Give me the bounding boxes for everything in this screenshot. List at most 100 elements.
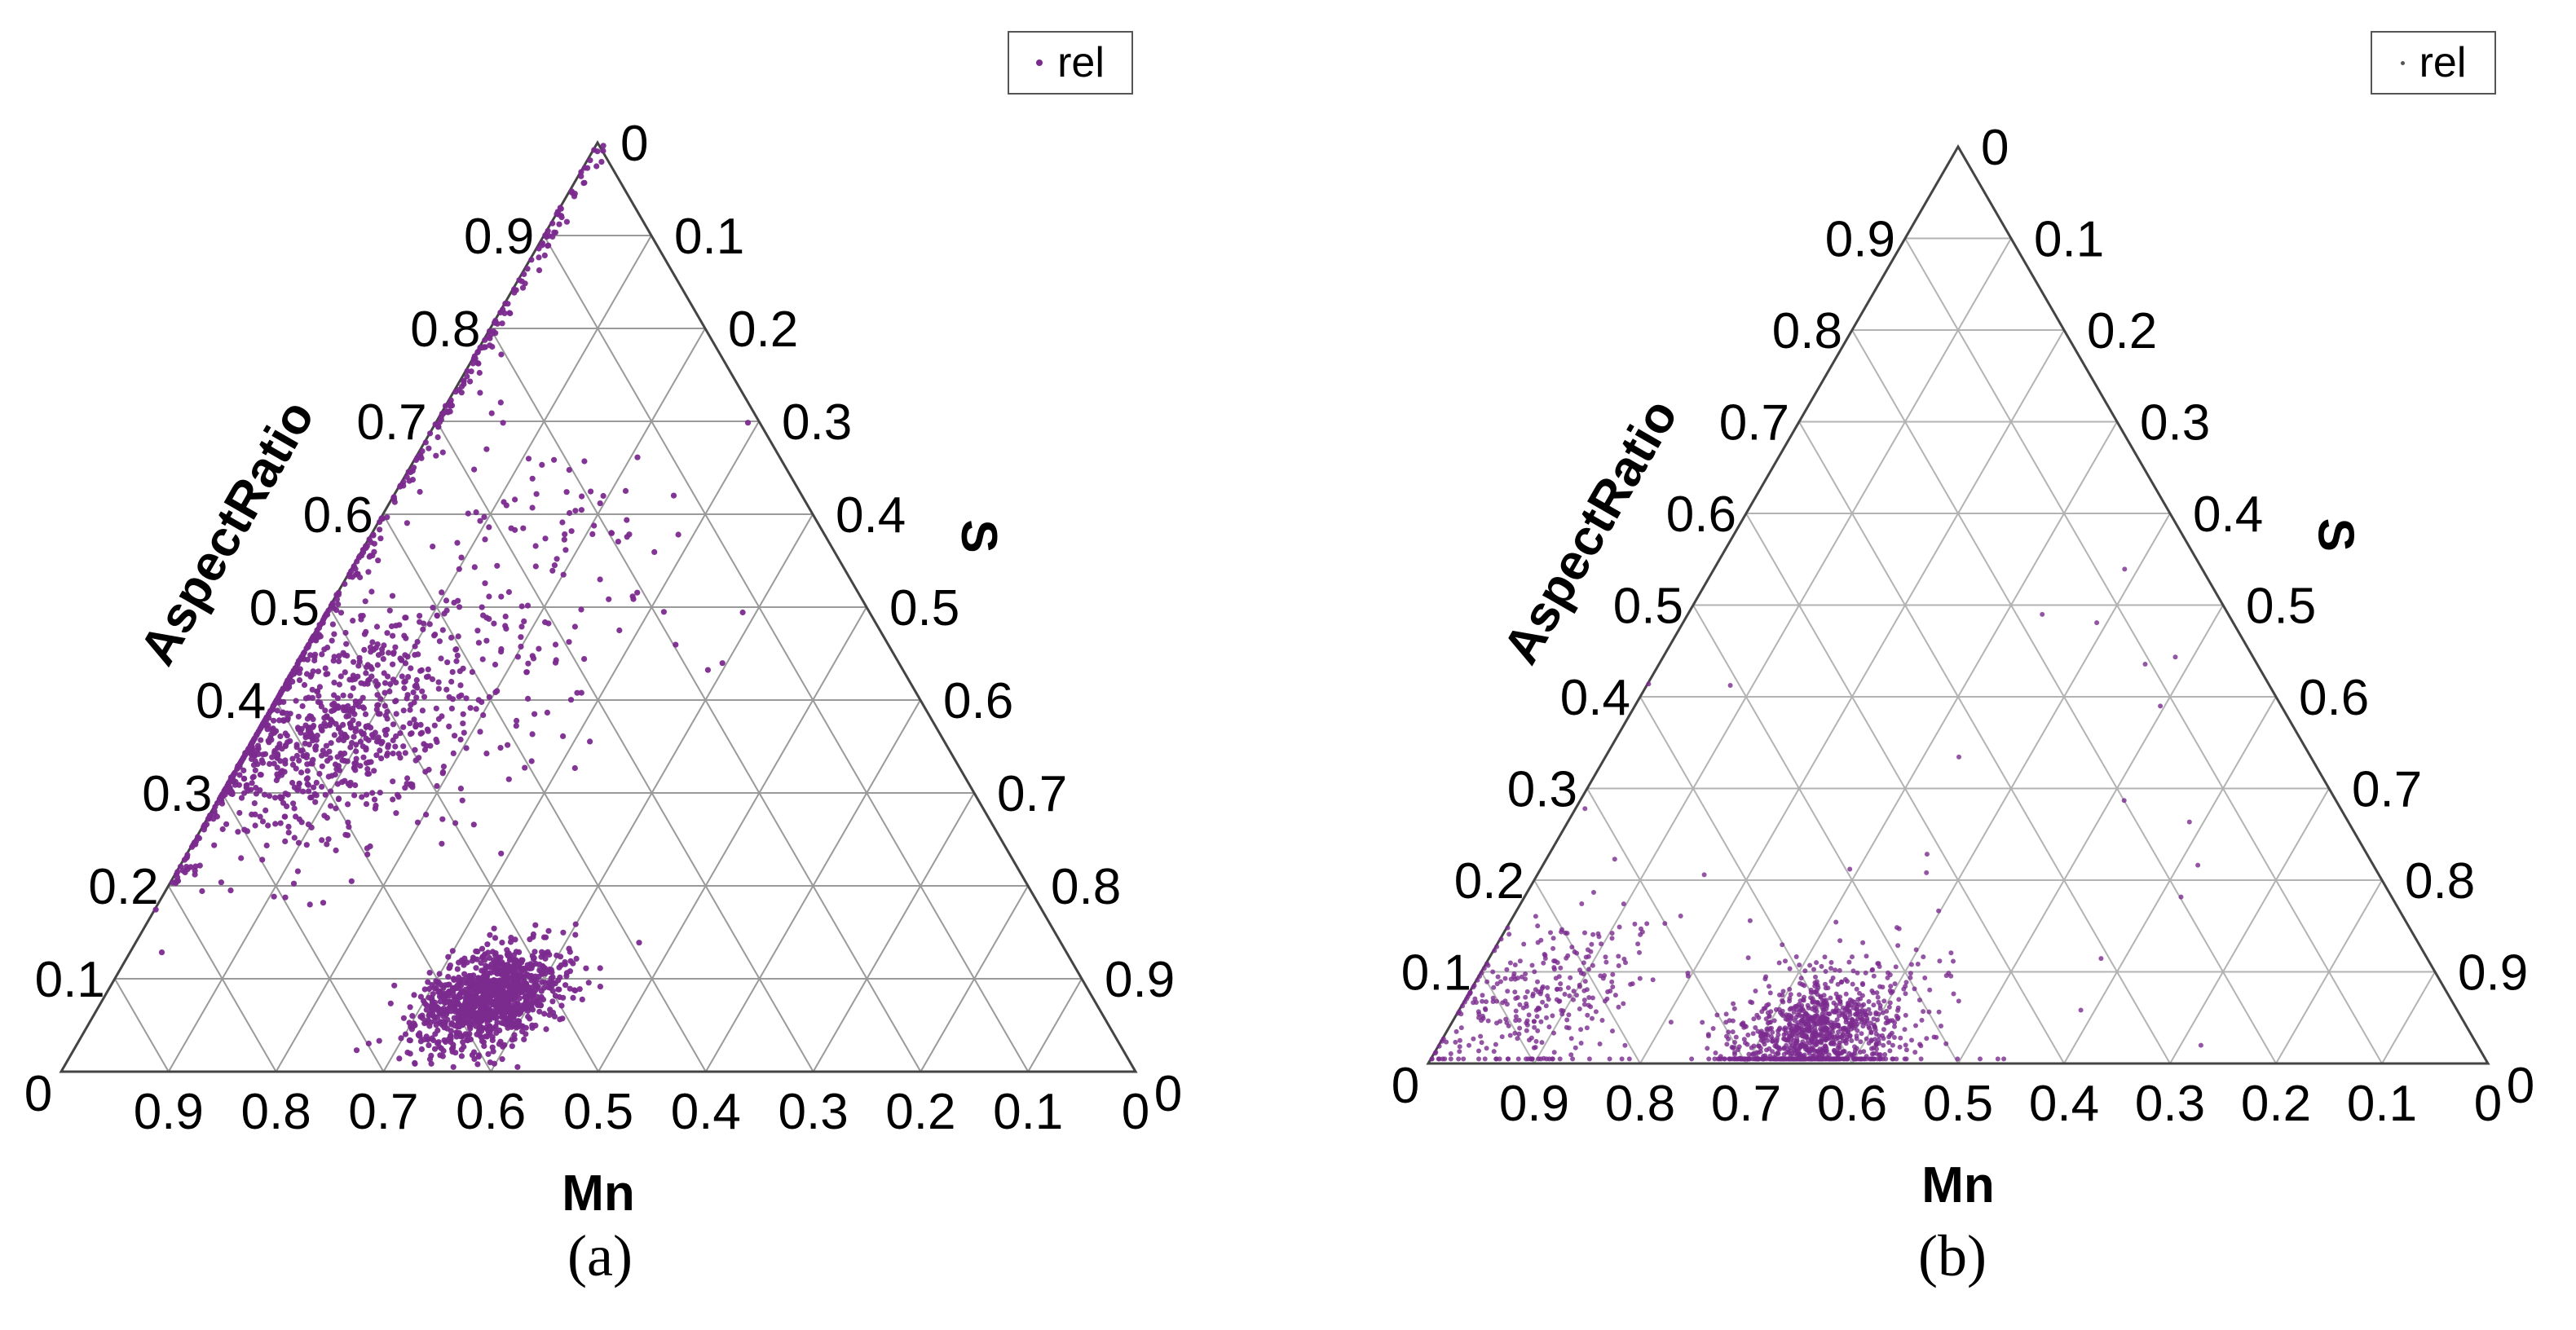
data-point — [1801, 998, 1806, 1003]
data-point — [443, 597, 450, 604]
data-point — [480, 711, 487, 719]
ar-tick-label: 0.2 — [88, 859, 158, 915]
data-point — [1765, 1037, 1771, 1043]
data-point — [368, 666, 375, 672]
data-point — [303, 776, 310, 782]
ternary-panel-b: 0.9 0.8 0.7 0.6 0.5 0.4 0.3 0.2 0.1 0 0 0 0.1 0.2 0.3 0… — [1288, 0, 2576, 1330]
data-point — [457, 668, 463, 675]
data-point — [480, 344, 487, 350]
data-point — [1754, 1012, 1760, 1018]
data-point — [435, 979, 442, 985]
data-point — [499, 940, 505, 946]
data-point — [478, 960, 484, 967]
data-point — [568, 528, 575, 535]
data-point — [337, 610, 345, 616]
data-point — [1767, 1056, 1773, 1062]
data-point — [1502, 975, 1508, 981]
mn-tick-label: 0.3 — [2135, 1076, 2205, 1132]
data-point — [1847, 1012, 1853, 1017]
data-point — [1531, 1019, 1537, 1024]
data-point — [362, 598, 368, 605]
data-point — [1783, 1031, 1789, 1036]
data-point — [339, 757, 346, 764]
data-point — [477, 517, 483, 524]
corner-label-right: 0 — [1154, 1066, 1182, 1122]
data-point — [545, 927, 552, 934]
data-point — [578, 507, 585, 513]
data-point — [311, 784, 317, 791]
data-point — [536, 254, 542, 261]
data-point — [417, 721, 424, 729]
data-point — [1573, 1045, 1578, 1050]
data-point — [1558, 981, 1564, 987]
data-point — [1524, 1020, 1529, 1026]
data-point — [439, 816, 446, 822]
data-point — [514, 654, 522, 660]
data-point — [629, 593, 636, 600]
data-point — [494, 991, 501, 998]
data-point — [1844, 1035, 1850, 1040]
data-point — [1567, 993, 1573, 998]
data-point — [597, 576, 603, 583]
data-point — [384, 630, 390, 636]
data-point — [282, 730, 289, 737]
grid-line-s — [2169, 787, 2330, 1064]
data-point — [419, 688, 426, 694]
data-point — [400, 1015, 407, 1021]
data-point — [174, 869, 181, 875]
data-point — [483, 751, 490, 757]
data-point — [1586, 1056, 1592, 1062]
data-point — [1542, 956, 1548, 961]
data-point — [290, 800, 297, 807]
data-point — [1448, 1056, 1453, 1062]
data-point — [532, 563, 539, 570]
data-point — [484, 1026, 491, 1033]
data-point — [268, 726, 275, 733]
data-point — [739, 609, 746, 616]
data-point — [578, 173, 584, 179]
data-point — [2186, 819, 2192, 825]
data-point — [597, 984, 604, 990]
data-point — [342, 777, 348, 784]
data-point — [1471, 1036, 1476, 1042]
data-point — [572, 921, 579, 927]
data-point — [369, 732, 376, 738]
data-point — [362, 711, 369, 718]
data-point — [240, 776, 247, 782]
data-point — [1825, 1036, 1831, 1042]
data-point — [660, 609, 668, 615]
data-point — [451, 976, 457, 984]
data-point — [553, 657, 559, 663]
data-point — [438, 1045, 445, 1052]
data-point — [1621, 956, 1627, 962]
data-point — [567, 509, 573, 517]
data-point — [518, 634, 524, 641]
data-point — [2098, 956, 2104, 962]
data-point — [377, 747, 383, 754]
data-point — [1857, 990, 1862, 996]
data-point — [400, 707, 407, 714]
data-point — [1756, 1056, 1762, 1062]
grid-line-mn — [543, 235, 1030, 1072]
data-point — [1484, 1046, 1489, 1051]
data-point — [336, 653, 342, 659]
data-point — [449, 696, 457, 702]
data-point — [1787, 1024, 1793, 1030]
data-point — [541, 1011, 548, 1017]
data-point — [1846, 1024, 1852, 1029]
data-point — [274, 764, 280, 771]
data-point — [600, 148, 607, 154]
data-point — [551, 456, 558, 463]
data-point — [552, 641, 559, 648]
data-point — [1526, 1012, 1532, 1018]
data-point — [1535, 979, 1540, 984]
data-point — [415, 651, 421, 658]
data-point — [310, 756, 316, 764]
mn-tick-label: 0.3 — [778, 1084, 848, 1140]
data-point — [252, 767, 258, 773]
data-point — [1798, 1024, 1804, 1029]
data-point — [404, 781, 410, 787]
data-point — [355, 673, 361, 680]
panel-caption-b: (b) — [1918, 1223, 1987, 1288]
data-point — [594, 148, 601, 155]
